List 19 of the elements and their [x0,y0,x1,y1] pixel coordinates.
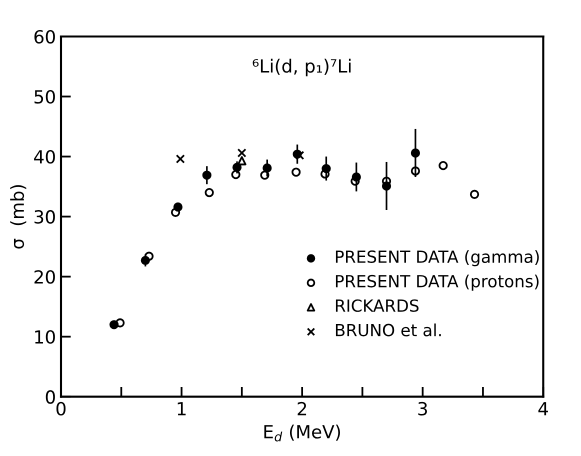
y-tick-label: 20 [34,270,55,284]
y-tick-label: 30 [34,210,55,224]
x-axis-title: E$_{d}$ (MeV) [264,424,340,442]
legend-label: PRESENT DATA (gamma) [336,250,539,266]
legend-label: BRUNO et al. [336,323,441,336]
x-tick-label: 0 [56,402,66,416]
x-tick-label: 4 [538,402,548,416]
y-axis-title: σ (mb) [10,185,26,249]
y-tick-label: 50 [34,90,55,104]
legend-label: PRESENT DATA (protons) [336,274,539,291]
y-tick-label: 10 [35,330,55,344]
y-tick-label: 60 [34,30,55,44]
legend-label: RICKARDS [336,299,419,312]
x-tick-label: 1 [178,402,186,416]
x-tick-label: 2 [298,402,306,416]
y-tick-label: 0 [46,390,55,404]
x-tick-label: 3 [418,402,427,416]
text: ⁶Li(d, p₁)⁷Li [252,58,351,76]
y-tick-label: 40 [34,150,55,164]
